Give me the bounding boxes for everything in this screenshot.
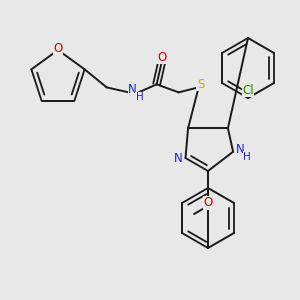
Text: O: O xyxy=(203,196,213,209)
Text: H: H xyxy=(243,152,251,162)
Text: H: H xyxy=(136,92,143,102)
Text: Cl: Cl xyxy=(242,83,254,97)
Text: N: N xyxy=(128,83,137,96)
Text: O: O xyxy=(157,51,166,64)
Text: S: S xyxy=(197,78,204,91)
Text: O: O xyxy=(53,41,63,55)
Text: N: N xyxy=(174,152,183,164)
Text: N: N xyxy=(236,143,244,156)
